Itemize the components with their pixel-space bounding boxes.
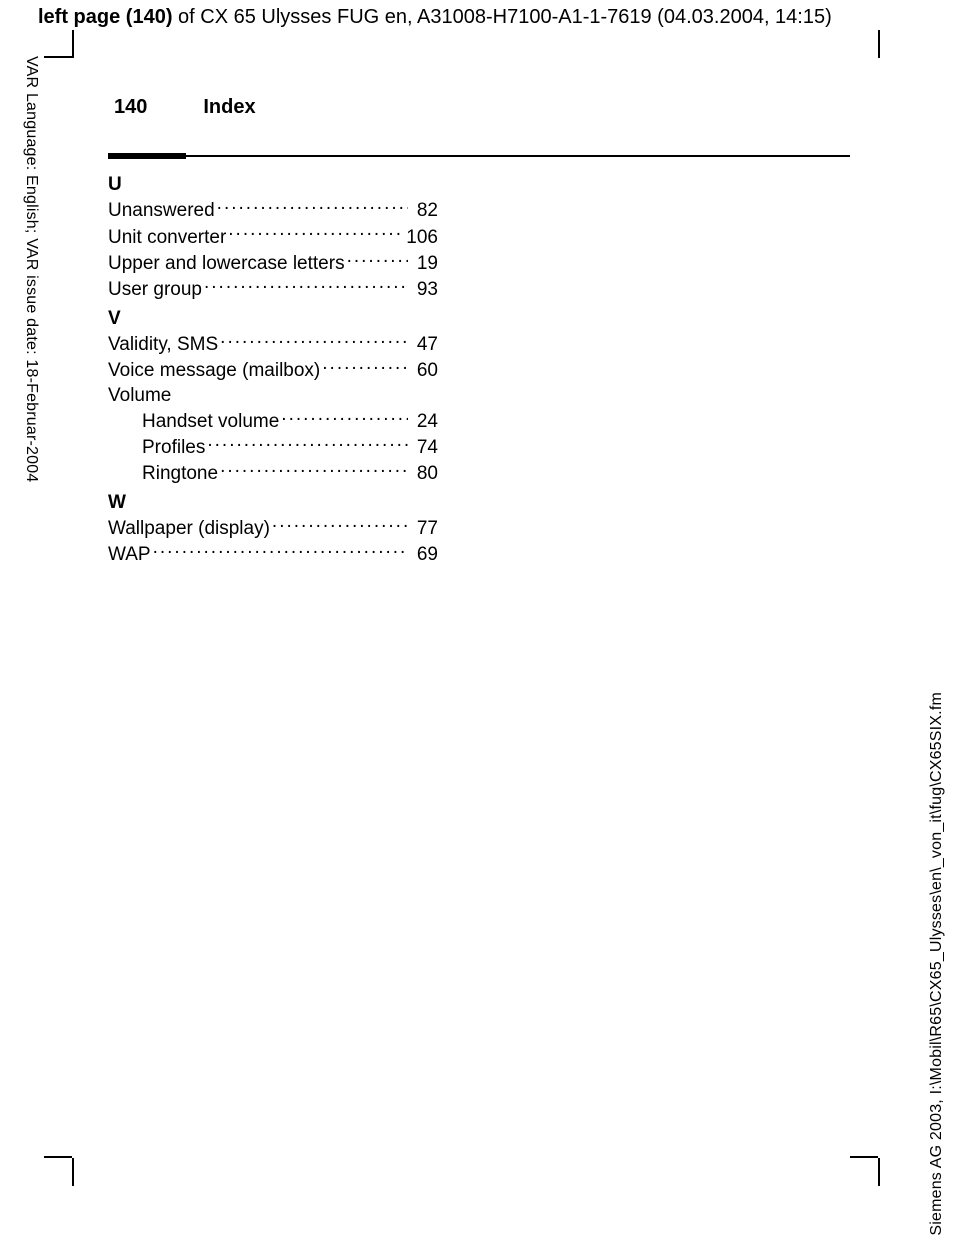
index-entry: Upper and lowercase letters 19 xyxy=(108,250,438,276)
leader-dots xyxy=(228,224,404,243)
index-entry-page: 19 xyxy=(410,252,438,276)
index-section-u: U xyxy=(108,173,438,197)
index-entry: Unanswered 82 xyxy=(108,197,438,223)
index-entry-label: Wallpaper (display) xyxy=(108,517,270,541)
index-entry: Validity, SMS 47 xyxy=(108,331,438,357)
index-entry-label: Ringtone xyxy=(142,462,218,486)
index-entry: Unit converter 106 xyxy=(108,224,438,250)
right-margin-note: Siemens AG 2003, I:\Mobil\R65\CX65_Ulyss… xyxy=(928,692,946,1236)
index-section-v: V xyxy=(108,307,438,331)
page-number: 140 xyxy=(114,96,147,119)
index-entry-parent: Volume xyxy=(108,384,438,408)
meta-header: left page (140) of CX 65 Ulysses FUG en,… xyxy=(0,0,954,33)
leader-dots xyxy=(272,515,408,534)
index-entry-page: 82 xyxy=(410,199,438,223)
index-subentry: Handset volume 24 xyxy=(108,408,438,434)
index-entry-label: Voice message (mailbox) xyxy=(108,359,320,383)
meta-header-bold: left page (140) xyxy=(38,6,172,28)
crop-mark xyxy=(850,1156,878,1158)
index-entry-label: Handset volume xyxy=(142,410,279,434)
header-rule-thick xyxy=(108,153,186,159)
index-entry-page: 69 xyxy=(410,543,438,567)
index-entry-label: Unit converter xyxy=(108,226,226,250)
crop-mark xyxy=(44,1156,72,1158)
index-entry: Wallpaper (display) 77 xyxy=(108,515,438,541)
index-column: U Unanswered 82 Unit converter 106 Upper… xyxy=(108,173,438,568)
index-entry-page: 93 xyxy=(410,278,438,302)
meta-header-rest: of CX 65 Ulysses FUG en, A31008-H7100-A1… xyxy=(172,6,831,28)
index-entry-label: Upper and lowercase letters xyxy=(108,252,345,276)
leader-dots xyxy=(220,331,408,350)
index-subentry: Ringtone 80 xyxy=(108,460,438,486)
index-entry-label: Volume xyxy=(108,385,171,406)
leader-dots xyxy=(204,276,408,295)
index-entry: User group 93 xyxy=(108,276,438,302)
index-entry-label: WAP xyxy=(108,543,151,567)
header-rule xyxy=(108,155,850,157)
index-entry-page: 74 xyxy=(410,436,438,460)
index-entry-page: 47 xyxy=(410,333,438,357)
crop-mark xyxy=(878,30,880,58)
index-entry: WAP 69 xyxy=(108,541,438,567)
crop-mark xyxy=(878,1158,880,1186)
index-entry-label: Profiles xyxy=(142,436,205,460)
leader-dots xyxy=(322,357,408,376)
crop-mark xyxy=(72,30,74,58)
running-header: 140 Index xyxy=(108,96,850,123)
index-entry-page: 60 xyxy=(410,359,438,383)
leader-dots xyxy=(207,434,408,453)
leader-dots xyxy=(220,460,408,479)
index-entry-label: Validity, SMS xyxy=(108,333,218,357)
index-subentry: Profiles 74 xyxy=(108,434,438,460)
page-body: 140 Index U Unanswered 82 Unit converter… xyxy=(108,96,850,568)
index-entry-label: User group xyxy=(108,278,202,302)
page-title: Index xyxy=(203,96,255,119)
index-entry-page: 24 xyxy=(410,410,438,434)
index-entry-page: 80 xyxy=(410,462,438,486)
index-entry-page: 106 xyxy=(406,226,438,250)
leader-dots xyxy=(153,541,408,560)
crop-mark xyxy=(72,1158,74,1186)
leader-dots xyxy=(217,197,408,216)
leader-dots xyxy=(281,408,408,427)
leader-dots xyxy=(347,250,408,269)
index-section-w: W xyxy=(108,491,438,515)
left-margin-note: VAR Language: English; VAR issue date: 1… xyxy=(22,56,40,482)
index-entry-page: 77 xyxy=(410,517,438,541)
index-entry: Voice message (mailbox) 60 xyxy=(108,357,438,383)
crop-mark xyxy=(44,56,72,58)
index-entry-label: Unanswered xyxy=(108,199,215,223)
